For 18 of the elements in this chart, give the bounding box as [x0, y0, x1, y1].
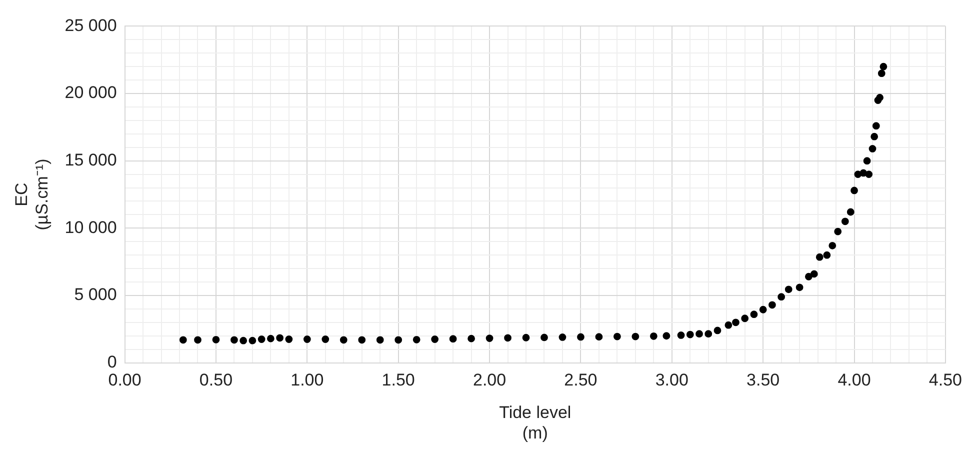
- y-tick-label: 15 000: [64, 150, 117, 170]
- y-tick-label: 5 000: [74, 285, 117, 304]
- x-axis-title: Tide level (m): [499, 403, 572, 442]
- x-tick-label: 1.00: [290, 370, 324, 390]
- x-tick-label: 3.50: [746, 370, 780, 390]
- x-tick-label: 4.00: [838, 370, 871, 390]
- x-tick-label: 1.50: [382, 370, 415, 390]
- x-tick-label: 4.50: [928, 370, 962, 390]
- y-tick-label: 25 000: [64, 16, 117, 35]
- y-tick-label: 0: [107, 352, 117, 372]
- y-tick-label: 10 000: [64, 218, 117, 237]
- y-tick-label: 20 000: [64, 83, 117, 102]
- x-tick-label: 0.50: [199, 370, 233, 390]
- x-tick-label: 2.50: [564, 370, 598, 390]
- x-tick-label: 3.00: [655, 370, 688, 390]
- x-tick-label: 2.00: [472, 370, 506, 390]
- x-tick-label: 0.00: [108, 370, 142, 390]
- y-axis-title: EC (µS.cm⁻¹): [12, 158, 52, 230]
